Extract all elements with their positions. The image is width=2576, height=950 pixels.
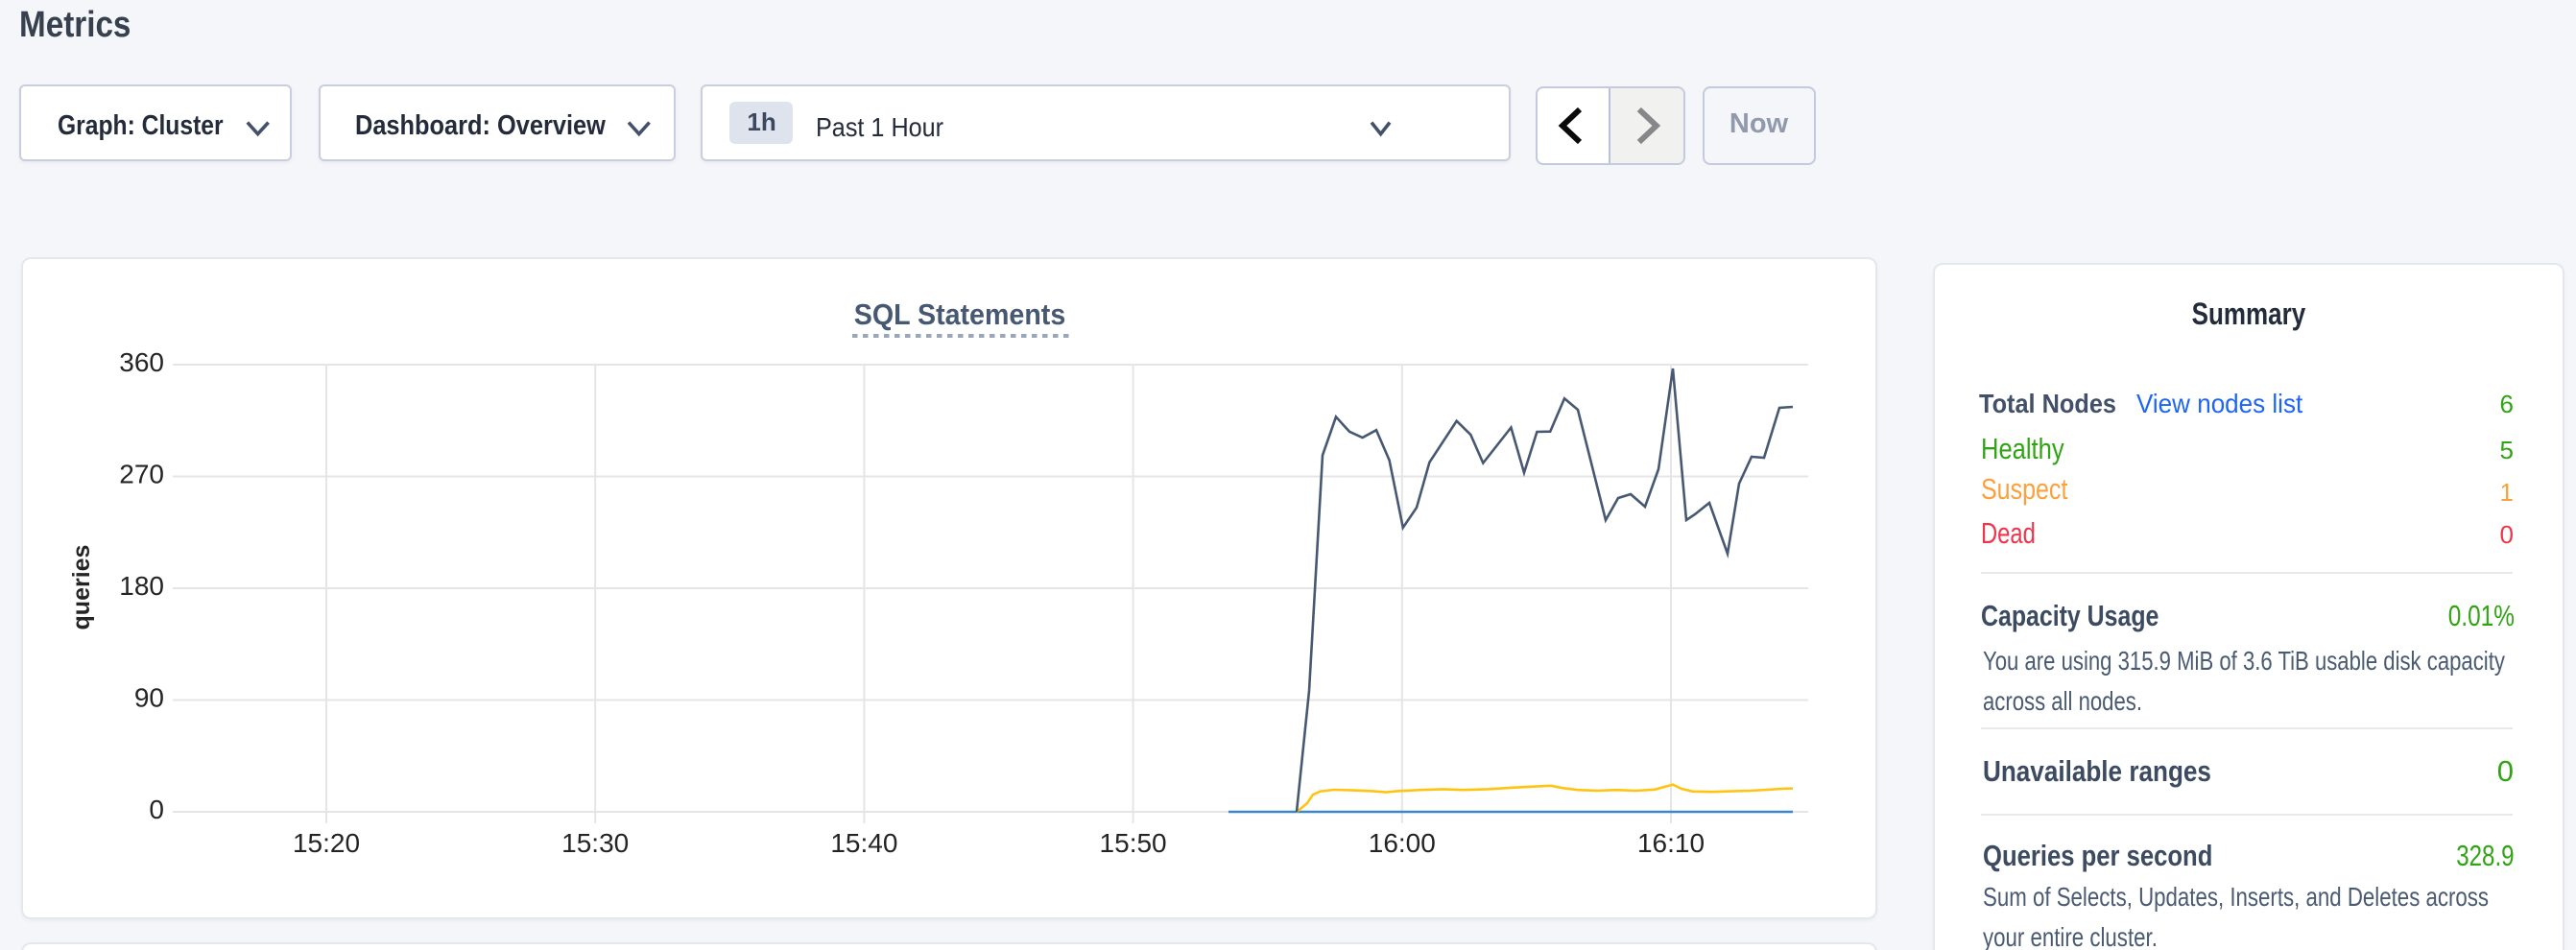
svg-text:180: 180 bbox=[119, 571, 164, 601]
svg-text:16:10: 16:10 bbox=[1637, 828, 1705, 858]
svg-text:16:00: 16:00 bbox=[1369, 828, 1436, 858]
svg-text:15:20: 15:20 bbox=[293, 828, 360, 858]
svg-text:15:30: 15:30 bbox=[561, 828, 629, 858]
svg-text:270: 270 bbox=[119, 460, 164, 489]
svg-text:queries: queries bbox=[68, 545, 95, 630]
svg-text:15:40: 15:40 bbox=[830, 828, 897, 858]
svg-text:15:50: 15:50 bbox=[1100, 828, 1167, 858]
svg-text:0: 0 bbox=[149, 795, 164, 824]
svg-text:90: 90 bbox=[134, 683, 164, 713]
svg-text:360: 360 bbox=[119, 347, 164, 377]
